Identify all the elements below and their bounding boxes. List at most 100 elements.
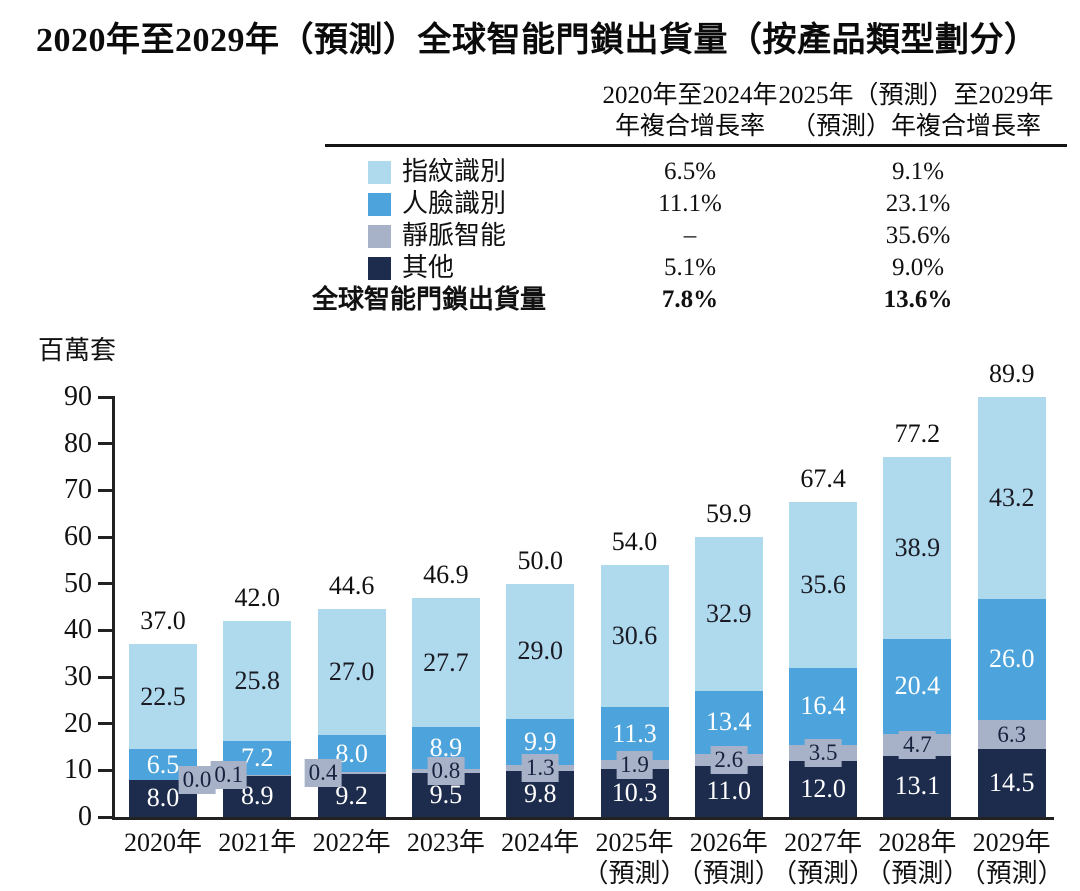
segment-value-label-other: 11.0 — [706, 776, 752, 806]
segment-value-label-vein: 6.3 — [993, 720, 1031, 749]
segment-value-label-vein: 1.9 — [616, 750, 653, 779]
segment-value-label-vein: 0.4 — [304, 759, 342, 788]
x-label-year: 2028年 — [878, 828, 957, 857]
segment-value-label-vein: 0.1 — [210, 761, 248, 790]
bar-total-label: 67.4 — [800, 464, 846, 493]
y-tick-mark-0 — [98, 815, 115, 819]
bar-segment-fingerprint: 25.8 — [223, 621, 292, 742]
x-axis-tick-label: 2025年 （預測） — [582, 827, 686, 889]
x-axis-tick-label: 2022年 — [313, 827, 391, 858]
legend-row-total: 全球智能門鎖出貨量 7.8% 13.6% — [312, 284, 1070, 316]
segment-value-label-fingerprint: 32.9 — [706, 599, 752, 629]
bar-segment-face: 26.0 — [977, 598, 1046, 720]
segment-value-label-fingerprint: 27.0 — [328, 656, 375, 686]
bar-slot-2029年: 14.5 26.0 43.2 6.3 89.9 2029年 （預測） — [960, 359, 1064, 888]
legend-row-face: 人臉識別 11.1% 23.1% — [312, 188, 1070, 220]
legend-label-vein: 靜脈智能 — [402, 221, 507, 250]
bar-stack: 9.5 8.9 27.7 — [411, 598, 480, 817]
y-tick-mark-90 — [98, 395, 115, 399]
y-tick-label-30: 30 — [64, 661, 92, 692]
page-title: 2020年至2029年（預測）全球智能門鎖出貨量（按產品類型劃分） — [36, 22, 1039, 59]
bar-slot-2025年: 10.3 11.3 30.6 1.9 54.0 2025年 （預測） — [582, 397, 686, 888]
segment-value-label-fingerprint: 38.9 — [894, 533, 941, 562]
stacked-bar-chart: 0 10 20 30 40 50 60 70 80 90 8.0 6.5 22.5 0.0 37.0 2020… — [64, 359, 1064, 888]
legend-label-other: 其他 — [402, 253, 455, 282]
segment-value-label-other: 8.0 — [146, 783, 180, 813]
segment-value-label-fingerprint: 29.0 — [517, 636, 563, 666]
table-top-rule — [325, 144, 1067, 147]
x-label-forecast: （預測） — [865, 859, 970, 888]
cagr-2020-2024-total: 7.8% — [661, 286, 719, 313]
bar-stack: 13.1 20.4 38.9 — [883, 457, 952, 817]
bar-segment-other: 11.0 — [694, 765, 763, 817]
bar-segment-fingerprint: 35.6 — [789, 502, 858, 669]
segment-value-label-vein: 0.8 — [427, 756, 465, 785]
y-axis-unit-label: 百萬套 — [38, 336, 117, 365]
legend-row-other: 其他 5.1% 9.0% — [312, 252, 1070, 284]
x-label-year: 2026年 — [689, 828, 768, 857]
segment-value-label-face: 13.4 — [706, 707, 752, 737]
bar-total-label: 46.9 — [423, 560, 469, 590]
segment-value-label-vein: 0.0 — [178, 765, 216, 794]
y-tick-label-70: 70 — [64, 474, 92, 506]
segment-value-label-face: 16.4 — [800, 691, 846, 721]
bar-slot-2024年: 9.8 9.9 29.0 1.3 50.0 2024年 — [501, 397, 579, 857]
bar-slot-2022年: 9.2 8.0 27.0 0.4 44.6 2022年 — [304, 397, 391, 857]
x-label-year: 2027年 — [784, 828, 863, 857]
bar-stack: 9.8 9.9 29.0 — [506, 583, 575, 817]
bar-total-label: 42.0 — [234, 583, 281, 612]
y-tick-label-40: 40 — [64, 614, 92, 646]
bar-slot-2021年: 8.9 7.2 25.8 0.1 42.0 2021年 — [210, 397, 296, 857]
bar-segment-fingerprint: 30.6 — [600, 564, 669, 708]
y-tick-mark-40 — [98, 628, 115, 632]
segment-value-label-vein: 2.6 — [710, 745, 748, 774]
bar-slot-2020年: 8.0 6.5 22.5 0.0 37.0 2020年 — [124, 397, 216, 857]
bar-total-label: 89.9 — [988, 359, 1035, 388]
bar-segment-other: 13.1 — [883, 755, 952, 817]
y-tick-mark-80 — [98, 442, 115, 446]
segment-value-label-fingerprint: 25.8 — [234, 666, 281, 696]
legend-swatch-icon-face — [368, 193, 391, 216]
bar-stack: 11.0 13.4 32.9 — [694, 537, 763, 817]
bar-segment-other: 14.5 — [977, 749, 1046, 817]
segment-value-label-face: 6.5 — [146, 749, 180, 779]
segment-value-label-other: 9.5 — [429, 779, 463, 809]
bar-total-label: 54.0 — [611, 526, 658, 556]
bar-total-label: 77.2 — [894, 419, 941, 449]
segment-value-label-fingerprint: 27.7 — [423, 647, 469, 677]
x-label-year: 2024年 — [501, 828, 580, 857]
x-axis-tick-label: 2024年 — [501, 827, 579, 858]
bar-segment-fingerprint: 27.7 — [411, 598, 480, 728]
x-label-forecast: （預測） — [959, 859, 1064, 888]
segment-value-label-fingerprint: 30.6 — [611, 620, 658, 650]
segment-value-label-other: 14.5 — [988, 768, 1035, 798]
bar-stack: 12.0 16.4 35.6 — [789, 502, 858, 817]
legend-label-fingerprint: 指紋識別 — [402, 157, 507, 186]
segment-value-label-face: 26.0 — [988, 644, 1035, 674]
x-axis-tick-label: 2023年 — [407, 827, 485, 858]
y-tick-label-0: 0 — [78, 801, 92, 832]
x-label-year: 2025年 — [595, 828, 674, 857]
legend-label-face: 人臉識別 — [402, 189, 507, 218]
y-tick-label-20: 20 — [64, 707, 92, 739]
bar-slot-2023年: 9.5 8.9 27.7 0.8 46.9 2023年 — [407, 397, 485, 857]
segment-value-label-other: 9.8 — [523, 779, 557, 809]
cagr-header-line1: 2020年至2024年 — [602, 82, 778, 109]
y-tick-mark-20 — [98, 722, 115, 726]
segment-value-label-face: 8.9 — [429, 733, 463, 763]
bar-stack: 10.3 11.3 30.6 — [600, 564, 669, 817]
y-tick-label-80: 80 — [64, 427, 92, 459]
x-label-year: 2020年 — [123, 828, 203, 857]
cagr-2020-2024-fingerprint: 6.5% — [663, 158, 717, 185]
legend-table: 指紋識別 6.5% 9.1% 人臉識別 11.1% 23.1% 靜脈智能 – 35.6% 其他 5.… — [312, 156, 1070, 316]
cagr-column-header-2025-2029: 2025年（預測）至2029年 （預測）年複合增長率 — [762, 80, 1070, 142]
y-tick-label-90: 90 — [64, 381, 92, 412]
bar-segment-other: 9.5 — [411, 772, 480, 817]
segment-value-label-other: 13.1 — [894, 771, 941, 801]
bar-stack: 14.5 26.0 43.2 — [977, 397, 1046, 817]
x-axis-tick-label: 2027年 （預測） — [771, 827, 875, 889]
legend-swatch-icon-vein — [368, 225, 391, 248]
y-tick-mark-30 — [98, 675, 115, 679]
bar-segment-fingerprint: 22.5 — [129, 644, 197, 750]
x-label-year: 2023年 — [406, 828, 485, 857]
